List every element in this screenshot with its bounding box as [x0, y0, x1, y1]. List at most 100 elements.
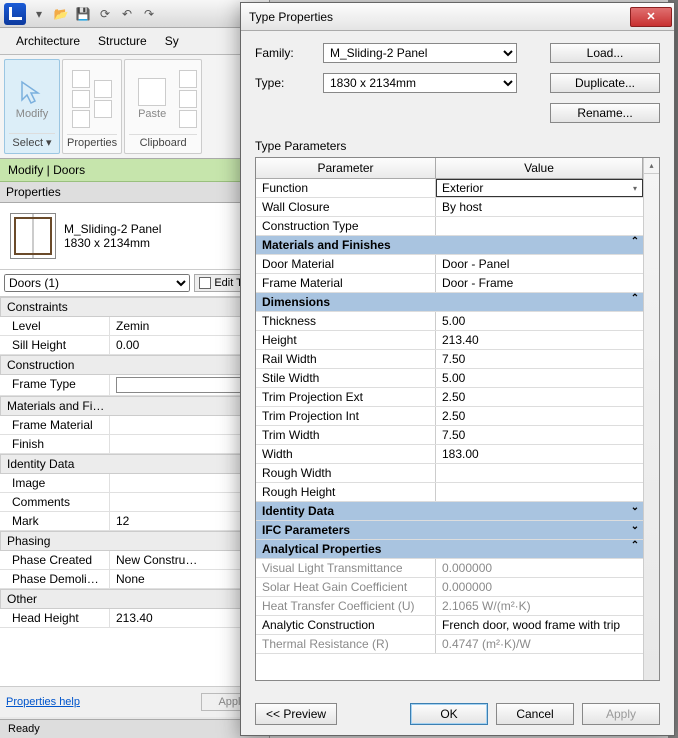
- menu-structure[interactable]: Structure: [90, 30, 155, 52]
- dialog-apply-button[interactable]: Apply: [582, 703, 660, 725]
- group-dimensions[interactable]: Dimensions⌃: [256, 293, 643, 312]
- group-ifc-parameters[interactable]: IFC Parameters⌄: [256, 521, 643, 540]
- revit-main-window: ▾ 📂 💾 ⟳ ↶ ↷ Architecture Structure Sy Mo…: [0, 0, 270, 738]
- row-head-height[interactable]: Head Height213.40: [0, 609, 269, 628]
- scroll-up-icon[interactable]: ▴: [644, 158, 659, 174]
- properties-help-link[interactable]: Properties help: [6, 696, 80, 708]
- select-group-label[interactable]: Select ▾: [9, 133, 55, 149]
- match-button[interactable]: [179, 110, 197, 128]
- type-parameters-table: Parameter Value FunctionExterior▾ Wall C…: [255, 157, 660, 681]
- undo-icon[interactable]: ↶: [118, 5, 136, 23]
- row-image[interactable]: Image: [0, 474, 269, 493]
- row-door-material[interactable]: Door MaterialDoor - Panel: [256, 255, 643, 274]
- row-shgc[interactable]: Solar Heat Gain Coefficient0.000000: [256, 578, 643, 597]
- tp-scrollbar[interactable]: ▴: [643, 158, 659, 680]
- row-analytic-construction[interactable]: Analytic ConstructionFrench door, wood f…: [256, 616, 643, 635]
- rename-button[interactable]: Rename...: [550, 103, 660, 123]
- row-frame-type[interactable]: Frame Type: [0, 375, 269, 396]
- row-rough-width[interactable]: Rough Width: [256, 464, 643, 483]
- type-select[interactable]: 1830 x 2134mm: [323, 73, 517, 93]
- group-materials[interactable]: Materials and Fi…⌃: [0, 396, 269, 416]
- prop-btn-4[interactable]: [94, 80, 112, 98]
- type-selector-row: Doors (1) Edit Type: [0, 270, 269, 297]
- row-width[interactable]: Width183.00: [256, 445, 643, 464]
- group-constraints[interactable]: Constraints⌃: [0, 297, 269, 317]
- row-rail-width[interactable]: Rail Width7.50: [256, 350, 643, 369]
- tp-header-value[interactable]: Value: [436, 158, 643, 178]
- chevron-up-icon: ⌃: [627, 540, 643, 558]
- paste-button[interactable]: Paste: [129, 78, 175, 120]
- type-label: Type:: [255, 76, 323, 90]
- cut-button[interactable]: [179, 70, 197, 88]
- row-thermal-resistance[interactable]: Thermal Resistance (R)0.4747 (m²·K)/W: [256, 635, 643, 654]
- prop-btn-1[interactable]: [72, 70, 90, 88]
- row-height[interactable]: Height213.40: [256, 331, 643, 350]
- dialog-titlebar[interactable]: Type Properties ✕: [241, 3, 674, 31]
- row-thickness[interactable]: Thickness5.00: [256, 312, 643, 331]
- duplicate-button[interactable]: Duplicate...: [550, 73, 660, 93]
- row-wall-closure[interactable]: Wall ClosureBy host: [256, 198, 643, 217]
- ribbon-group-properties: Properties: [62, 59, 122, 154]
- dialog-body: Family: M_Sliding-2 Panel Load... Type: …: [241, 31, 674, 693]
- redo-icon[interactable]: ↷: [140, 5, 158, 23]
- dropdown-icon[interactable]: ▾: [633, 184, 637, 193]
- prop-btn-5[interactable]: [94, 100, 112, 118]
- group-other[interactable]: Other⌃: [0, 589, 269, 609]
- row-frame-material[interactable]: Frame Material: [0, 416, 269, 435]
- row-level[interactable]: LevelZemin: [0, 317, 269, 336]
- revit-app-icon[interactable]: [4, 3, 26, 25]
- modify-tool[interactable]: Modify: [9, 78, 55, 120]
- tp-header-row: Parameter Value: [256, 158, 643, 179]
- menu-architecture[interactable]: Architecture: [8, 30, 88, 52]
- group-construction[interactable]: Construction⌃: [0, 355, 269, 375]
- prop-btn-2[interactable]: [72, 90, 90, 108]
- group-analytical-properties[interactable]: Analytical Properties⌃: [256, 540, 643, 559]
- menu-systems[interactable]: Sy: [157, 30, 187, 52]
- main-menubar: Architecture Structure Sy: [0, 28, 269, 55]
- row-frame-material-dlg[interactable]: Frame MaterialDoor - Frame: [256, 274, 643, 293]
- type-selector[interactable]: Doors (1): [4, 274, 190, 292]
- row-finish[interactable]: Finish: [0, 435, 269, 454]
- copy-button[interactable]: [179, 90, 197, 108]
- row-construction-type[interactable]: Construction Type: [256, 217, 643, 236]
- group-materials-finishes[interactable]: Materials and Finishes⌃: [256, 236, 643, 255]
- ok-button[interactable]: OK: [410, 703, 488, 725]
- row-phase-created[interactable]: Phase CreatedNew Constru…: [0, 551, 269, 570]
- row-vlt[interactable]: Visual Light Transmittance0.000000: [256, 559, 643, 578]
- open-icon[interactable]: 📂: [52, 5, 70, 23]
- row-trim-width[interactable]: Trim Width7.50: [256, 426, 643, 445]
- group-identity-data[interactable]: Identity Data⌄: [256, 502, 643, 521]
- dialog-close-button[interactable]: ✕: [630, 7, 672, 27]
- properties-grid: Constraints⌃ LevelZemin Sill Height0.00 …: [0, 297, 269, 686]
- preview-button[interactable]: << Preview: [255, 703, 337, 725]
- row-function[interactable]: FunctionExterior▾: [256, 179, 643, 198]
- tp-scroll-area[interactable]: Parameter Value FunctionExterior▾ Wall C…: [256, 158, 643, 680]
- row-htc[interactable]: Heat Transfer Coefficient (U)2.1065 W/(m…: [256, 597, 643, 616]
- rename-row: Rename...: [255, 103, 660, 123]
- row-mark[interactable]: Mark12: [0, 512, 269, 531]
- ribbon-group-select: Modify Select ▾: [4, 59, 60, 154]
- dropdown-icon[interactable]: ▾: [30, 5, 48, 23]
- row-trim-proj-ext[interactable]: Trim Projection Ext2.50: [256, 388, 643, 407]
- paste-label: Paste: [138, 108, 166, 120]
- row-trim-proj-int[interactable]: Trim Projection Int2.50: [256, 407, 643, 426]
- type-preview-row[interactable]: M_Sliding-2 Panel 1830 x 2134mm: [0, 203, 269, 270]
- preview-subtitle: 1830 x 2134mm: [64, 236, 161, 250]
- edit-type-icon: [199, 277, 211, 289]
- row-sill-height[interactable]: Sill Height0.00: [0, 336, 269, 355]
- row-phase-demolished[interactable]: Phase Demolis…None: [0, 570, 269, 589]
- family-select[interactable]: M_Sliding-2 Panel: [323, 43, 517, 63]
- type-properties-dialog: Type Properties ✕ Family: M_Sliding-2 Pa…: [240, 2, 675, 736]
- cancel-button[interactable]: Cancel: [496, 703, 574, 725]
- family-label: Family:: [255, 46, 323, 60]
- load-button[interactable]: Load...: [550, 43, 660, 63]
- group-identity[interactable]: Identity Data⌃: [0, 454, 269, 474]
- row-comments[interactable]: Comments: [0, 493, 269, 512]
- prop-btn-3[interactable]: [72, 110, 90, 128]
- tp-header-parameter[interactable]: Parameter: [256, 158, 436, 178]
- group-phasing[interactable]: Phasing⌃: [0, 531, 269, 551]
- sync-icon[interactable]: ⟳: [96, 5, 114, 23]
- row-rough-height[interactable]: Rough Height: [256, 483, 643, 502]
- row-stile-width[interactable]: Stile Width5.00: [256, 369, 643, 388]
- save-icon[interactable]: 💾: [74, 5, 92, 23]
